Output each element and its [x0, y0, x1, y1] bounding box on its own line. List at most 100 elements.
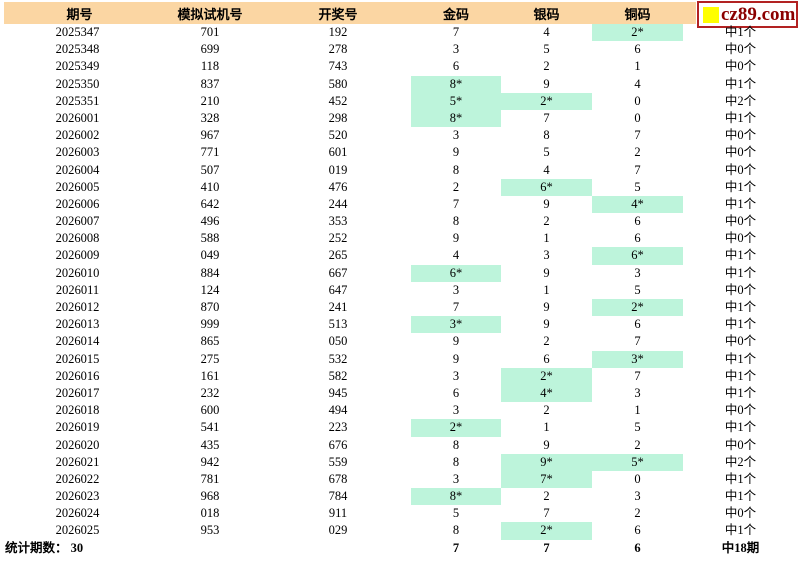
hit-cell: 中1个 [724, 471, 757, 486]
period-cell: 2026006 [55, 196, 100, 211]
period-cell: 2025351 [55, 93, 100, 108]
silver-cell: 4* [501, 384, 592, 403]
gold-cell: 2* [411, 419, 501, 437]
summary-hit-total: 中18期 [721, 541, 760, 555]
silver-cell: 9 [543, 317, 550, 332]
hit-cell: 中1个 [724, 385, 757, 400]
bronze-cell: 1 [634, 403, 641, 418]
sim-cell: 884 [200, 265, 220, 280]
silver-cell: 2 [543, 489, 550, 504]
bronze-cell: 5 [634, 179, 641, 194]
site-logo[interactable]: cz89.com [697, 1, 798, 28]
hit-cell: 中0个 [724, 282, 757, 297]
draw-cell: 580 [328, 76, 348, 91]
table-header: 期号 模拟试机号 开奖号 金码 银码 铜码 [4, 2, 696, 24]
period-cell: 2026023 [55, 489, 100, 504]
period-cell: 2026016 [55, 368, 100, 383]
gold-cell: 8* [411, 488, 501, 506]
period-cell: 2026024 [55, 506, 100, 521]
period-cell: 2026005 [55, 179, 100, 194]
bronze-cell: 6 [634, 214, 641, 229]
sim-cell: 588 [200, 231, 220, 246]
table-row: 2026005 410 476 2 6* 5 中1个 [0, 178, 798, 196]
draw-cell: 192 [328, 25, 348, 39]
sim-cell: 410 [200, 179, 220, 194]
table-row: 2026016 161 582 3 2* 7 中1个 [0, 367, 798, 385]
period-cell: 2026010 [55, 265, 100, 280]
hit-cell: 中1个 [724, 76, 757, 91]
table-row: 2026019 541 223 2* 1 5 中1个 [0, 419, 798, 437]
bronze-cell: 6 [634, 523, 641, 538]
hit-cell: 中0个 [724, 162, 757, 177]
hit-cell: 中1个 [724, 489, 757, 504]
table-body: 2025347 701 192 7 4 2* 中1个 2025348 699 278 3 5 6 中0个 2… [0, 24, 798, 540]
table-row: 2025351 210 452 5* 2* 0 中2个 [0, 92, 798, 110]
period-cell: 2026004 [55, 162, 100, 177]
table-row: 2026011 124 647 3 1 5 中0个 [0, 282, 798, 299]
hit-cell: 中1个 [724, 420, 757, 435]
bronze-cell: 5* [592, 453, 683, 471]
draw-cell: 476 [328, 179, 348, 194]
gold-cell: 8 [452, 454, 460, 469]
sim-cell: 232 [200, 385, 220, 400]
hit-cell: 中1个 [724, 179, 757, 194]
bronze-cell: 7 [634, 128, 641, 143]
column-header-gold: 金码 [442, 6, 469, 22]
gold-cell: 9 [452, 334, 460, 349]
table-row: 2025347 701 192 7 4 2* 中1个 [0, 24, 798, 42]
draw-cell: 298 [328, 110, 348, 125]
gold-cell: 4 [452, 248, 460, 263]
bronze-cell: 5 [634, 282, 641, 297]
draw-cell: 676 [328, 437, 348, 452]
table-row: 2026021 942 559 8 9* 5* 中2个 [0, 453, 798, 471]
hit-cell: 中2个 [724, 93, 757, 108]
bronze-cell: 2* [592, 299, 683, 317]
gold-cell: 6 [452, 59, 460, 74]
table-row: 2025349 118 743 6 2 1 中0个 [0, 58, 798, 75]
gold-cell: 2 [452, 179, 460, 194]
sim-cell: 953 [200, 523, 220, 538]
column-header-draw: 开奖号 [318, 6, 358, 22]
gold-cell: 8 [452, 523, 460, 538]
sim-cell: 507 [200, 162, 220, 177]
hit-cell: 中1个 [724, 300, 757, 314]
draw-cell: 513 [328, 317, 348, 332]
gold-cell: 8 [452, 437, 460, 452]
gold-cell: 5 [452, 506, 460, 521]
draw-cell: 667 [328, 265, 348, 280]
period-cell: 2026025 [55, 523, 100, 538]
gold-cell: 3* [411, 316, 501, 334]
sim-cell: 999 [200, 317, 220, 332]
silver-cell: 1 [543, 231, 550, 246]
hit-cell: 中0个 [724, 214, 757, 229]
period-cell: 2026015 [55, 351, 100, 366]
bronze-cell: 3 [634, 265, 641, 280]
hit-cell: 中1个 [724, 110, 757, 125]
silver-cell: 9 [543, 437, 550, 452]
table-row: 2026008 588 252 9 1 6 中0个 [0, 230, 798, 247]
period-cell: 2026009 [55, 248, 100, 263]
silver-cell: 2 [543, 214, 550, 229]
gold-cell: 9 [452, 351, 460, 366]
bronze-cell: 1 [634, 59, 641, 74]
gold-cell: 3 [452, 282, 460, 297]
sim-cell: 870 [200, 300, 220, 314]
gold-cell: 5* [411, 92, 501, 110]
draw-cell: 223 [328, 420, 348, 435]
sim-cell: 968 [200, 489, 220, 504]
sim-cell: 275 [200, 351, 220, 366]
summary-bronze-count: 6 [634, 541, 641, 555]
bronze-cell: 2 [634, 437, 641, 452]
gold-cell: 3 [452, 368, 460, 383]
table-row: 2026018 600 494 3 2 1 中0个 [0, 402, 798, 419]
hit-cell: 中0个 [724, 42, 757, 57]
period-cell: 2026002 [55, 128, 100, 143]
hit-cell: 中0个 [724, 403, 757, 418]
sim-cell: 210 [200, 93, 220, 108]
table-row: 2026020 435 676 8 9 2 中0个 [0, 437, 798, 454]
bronze-cell: 0 [634, 471, 641, 486]
silver-cell: 9 [543, 76, 550, 91]
table-row: 2026017 232 945 6 4* 3 中1个 [0, 384, 798, 403]
sim-cell: 600 [200, 403, 220, 418]
